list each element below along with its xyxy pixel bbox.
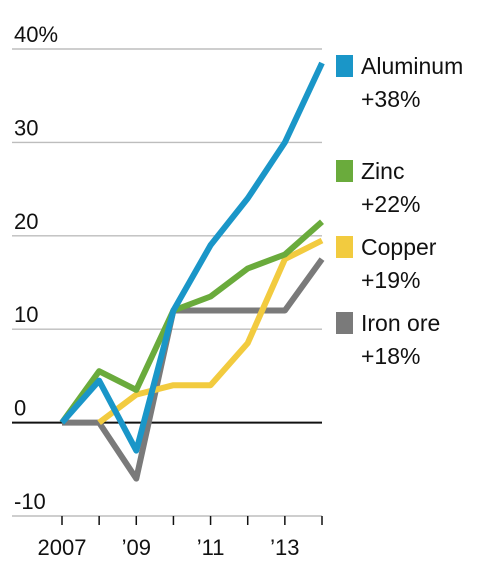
- legend-swatch-iron-ore: [336, 312, 353, 334]
- y-tick-label: 30: [14, 115, 38, 140]
- legend-label-copper: Copper: [361, 234, 437, 260]
- legend: Aluminum +38% Zinc +22% Copper +19% Iron ore +1…: [336, 53, 463, 369]
- x-tick-label: ’11: [197, 535, 225, 560]
- series-line-iron-ore: [62, 257, 325, 482]
- x-tick-label: ’09: [122, 535, 151, 560]
- series-line-copper: [97, 237, 324, 425]
- series-lines: [59, 61, 325, 482]
- y-tick-label: -10: [14, 489, 46, 514]
- legend-label-iron-ore: Iron ore: [361, 310, 440, 336]
- y-tick-label: 20: [14, 209, 38, 234]
- legend-swatch-aluminum: [336, 55, 353, 77]
- legend-change-iron-ore: +18%: [361, 343, 420, 369]
- legend-change-zinc: +22%: [361, 191, 420, 217]
- legend-label-aluminum: Aluminum: [361, 53, 463, 79]
- y-tick-label: 0: [14, 396, 26, 421]
- series-line-aluminum: [59, 61, 325, 454]
- y-axis-ticks: -10 0 10 20 30 40%: [14, 22, 58, 514]
- x-tick-label: ’13: [270, 535, 299, 560]
- x-axis-ticks: 2007 ’09 ’11 ’13: [38, 516, 323, 560]
- x-tick-label: 2007: [38, 535, 87, 560]
- series-line-zinc: [59, 219, 324, 425]
- legend-change-copper: +19%: [361, 267, 420, 293]
- legend-swatch-zinc: [336, 160, 353, 182]
- y-tick-label: 40%: [14, 22, 58, 47]
- legend-label-zinc: Zinc: [361, 158, 404, 184]
- y-tick-label: 10: [14, 302, 38, 327]
- legend-swatch-copper: [336, 236, 353, 258]
- legend-change-aluminum: +38%: [361, 86, 420, 112]
